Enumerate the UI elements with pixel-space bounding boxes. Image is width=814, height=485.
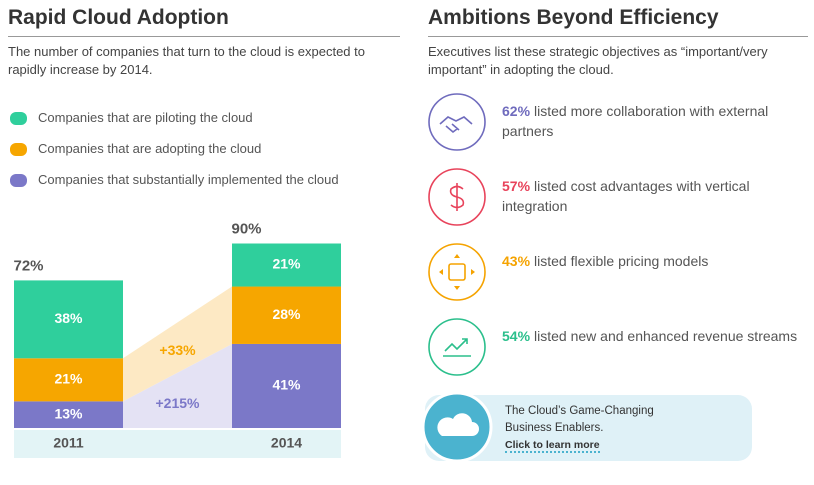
legend-marker [10,143,27,156]
cta-box[interactable] [425,395,752,461]
value-label: 13% [54,405,83,421]
item: 54% listed new and enhanced revenue strea… [502,326,807,346]
icon-box [448,263,466,281]
item-text: listed flexible pricing models [534,253,709,269]
cta-text: The Cloud’s Game-Changing Business Enabl… [505,403,675,454]
item-text: listed more collaboration with external … [502,103,769,139]
icon-ring [428,168,486,226]
left-subtitle: The number of companies that turn to the… [8,44,365,77]
bar-segment [232,243,341,287]
legend-label: Companies that are adopting the cloud [38,141,262,156]
cta-label: The Cloud’s Game-Changing Business Enabl… [505,405,654,434]
item: 57% listed cost advantages with vertical … [502,176,807,216]
value-label: 21% [54,371,83,387]
x-tick-label: 2014 [271,435,302,451]
cloud-icon [437,413,479,436]
left-title: Rapid Cloud Adoption [8,6,229,29]
value-label: 38% [54,310,83,326]
icon-chart [443,338,471,357]
right-title: Ambitions Beyond Efficiency [428,6,719,29]
rule [8,36,400,37]
growth-label: +215% [156,395,201,411]
item-percent: 54% [502,328,531,344]
right-subtitle: Executives list these strategic objectiv… [428,44,768,77]
total-label: 90% [231,220,261,237]
rule [428,36,808,37]
item: 62% listed more collaboration with extern… [502,101,807,141]
cta-link[interactable]: Click to learn more [505,439,600,453]
icon-handshake [439,116,473,134]
year-band [14,430,341,458]
value-label: 21% [272,256,301,272]
icon-ring [428,93,486,151]
legend-marker [10,112,27,125]
legend-marker [10,174,27,187]
value-label: 28% [272,306,301,322]
value-label: 41% [272,377,301,393]
growth-band [123,343,232,428]
bar-segment [14,280,123,359]
bar-segment [232,286,341,344]
icon-ring [428,243,486,301]
icon-dollar [449,183,465,211]
icon-arrows [439,254,475,290]
legend-label: Companies that substantially implemented… [38,172,339,187]
item-percent: 43% [502,253,531,269]
bar-segment [232,343,341,428]
item-percent: 62% [502,103,531,119]
bar-segment [14,358,123,402]
item: 43% listed flexible pricing models [502,251,807,271]
bar-segment [14,401,123,428]
legend-label: Companies that are piloting the cloud [38,110,253,125]
icon-ring [428,318,486,376]
item-percent: 57% [502,178,531,194]
item-text: listed new and enhanced revenue streams [534,328,798,344]
icons [428,93,486,376]
total-label: 72% [13,257,43,274]
x-tick-label: 2011 [53,435,84,451]
growth-label: +33% [159,342,196,358]
item-text: listed cost advantages with vertical int… [502,178,750,214]
growth-band [123,286,232,402]
